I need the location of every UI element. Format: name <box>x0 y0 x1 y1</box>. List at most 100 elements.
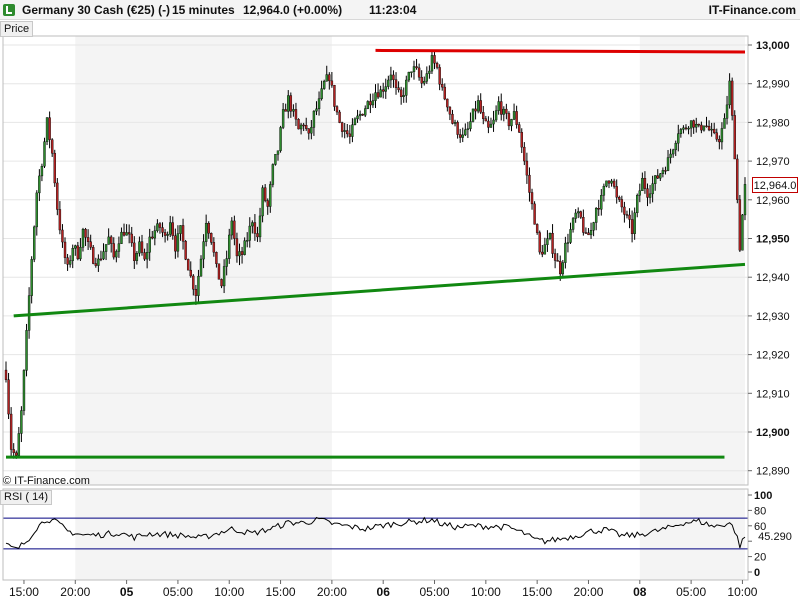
candle-body <box>307 128 310 134</box>
quote-label: 12,964.0 (+0.00%) <box>243 3 343 17</box>
candle-body <box>515 111 518 125</box>
candle-body <box>443 86 446 100</box>
candle-body <box>664 170 667 172</box>
candle-body <box>243 240 246 255</box>
candle-body <box>97 258 100 266</box>
candle-body <box>20 410 23 434</box>
candle-body <box>212 242 216 253</box>
candle-body <box>497 101 500 111</box>
interval-label[interactable]: 15 minutes <box>172 3 235 17</box>
candle-body <box>407 71 411 81</box>
candle-body <box>156 223 159 231</box>
candle-body <box>707 125 711 131</box>
price-tick-label: 12,930 <box>756 311 790 323</box>
candle-body <box>561 262 565 275</box>
candle-body <box>425 73 429 82</box>
candle-body <box>274 154 277 165</box>
candle-body <box>174 235 177 252</box>
candle-body <box>620 199 624 208</box>
candle-body <box>333 85 336 107</box>
candle-body <box>348 133 352 137</box>
candle-body <box>541 251 544 255</box>
instrument-icon[interactable] <box>3 4 15 16</box>
candle-body <box>251 222 254 227</box>
candle-body <box>389 74 393 81</box>
candle-body <box>500 101 503 115</box>
candle-body <box>320 88 323 99</box>
candle-body <box>469 121 472 129</box>
candle-body <box>607 180 611 184</box>
candle-body <box>289 95 293 112</box>
candle-body <box>253 222 257 234</box>
candle-body <box>656 175 659 179</box>
trendline-resistance[interactable] <box>375 48 746 54</box>
candle-body <box>192 275 195 290</box>
price-tick-label: 12,960 <box>756 195 790 207</box>
candle-body <box>220 279 223 287</box>
candle-body <box>618 197 621 200</box>
candle-body <box>317 98 321 110</box>
candle-body <box>76 245 80 260</box>
candle-body <box>743 184 747 216</box>
candle-body <box>702 125 706 131</box>
candle-body <box>587 232 590 236</box>
candle-body <box>217 263 221 280</box>
candle-body <box>464 129 467 136</box>
candle-body <box>181 225 185 242</box>
candle-body <box>7 379 10 415</box>
candle-body <box>122 231 126 236</box>
candle-body <box>653 175 657 184</box>
candle-body <box>197 275 200 296</box>
candle-body <box>651 183 654 195</box>
trendline-rising-support[interactable] <box>13 262 746 318</box>
candle-body <box>66 257 69 265</box>
candle-body <box>569 229 572 243</box>
candle-body <box>559 261 562 275</box>
candle-body <box>713 128 716 133</box>
candle-body <box>448 106 452 115</box>
candle-body <box>68 260 72 265</box>
candle-body <box>238 251 241 257</box>
candle-body <box>74 245 77 249</box>
candle-body <box>340 122 344 132</box>
candle-body <box>600 195 603 210</box>
candle-body <box>533 203 536 225</box>
candle-body <box>384 86 387 92</box>
rsi-series-line <box>5 516 746 549</box>
candle-body <box>240 251 244 255</box>
candle-body <box>143 252 146 260</box>
candle-body <box>310 127 313 134</box>
candle-body <box>366 101 370 109</box>
candle-body <box>22 370 26 411</box>
candle-body <box>643 178 647 189</box>
candle-body <box>718 139 721 143</box>
candle-body <box>50 139 54 154</box>
candle-body <box>222 266 226 287</box>
candle-body <box>430 55 434 72</box>
candle-body <box>458 134 462 138</box>
candle-body <box>151 236 154 239</box>
price-panel-tag[interactable]: Price <box>0 21 34 37</box>
candle-body <box>248 225 251 241</box>
candle-body <box>610 180 613 184</box>
candle-body <box>158 223 162 228</box>
candle-body <box>577 211 580 214</box>
candle-body <box>184 240 187 260</box>
time-tick-label: 15:00 <box>522 585 552 599</box>
rsi-tick-label: 20 <box>754 552 766 564</box>
candle-body <box>61 229 64 243</box>
rsi-panel-tag[interactable]: RSI ( 14) <box>0 490 53 505</box>
candle-body <box>299 124 303 130</box>
candle-body <box>284 109 287 112</box>
candle-body <box>705 125 708 128</box>
candle-body <box>484 118 488 122</box>
candle-body <box>474 108 477 112</box>
price-tick-label: 12,990 <box>756 79 790 91</box>
candle-body <box>697 123 701 126</box>
candle-body <box>194 288 198 296</box>
rsi-tick-label: 60 <box>754 521 766 533</box>
candle-body <box>261 187 264 217</box>
candle-body <box>415 66 418 69</box>
time-tick-label: 06 <box>377 585 391 599</box>
